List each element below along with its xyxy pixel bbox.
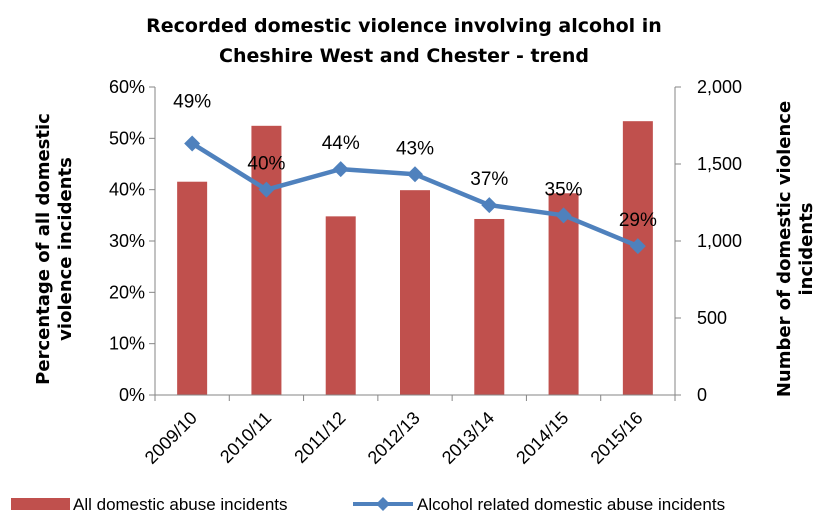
x-tick-label-2013/14: 2013/14 — [438, 408, 498, 468]
alcohol-marker-2013/14 — [481, 197, 498, 214]
alcohol-marker-2011/12 — [332, 161, 349, 178]
plot-area: 0% 10% 20% 30% 40% 50% 60% 0 500 1,000 1,500 2,000 2… — [109, 77, 742, 468]
left-axis-title-line-1: Percentage of all domestic — [33, 113, 54, 385]
right-axis-title-line-2: incidents — [796, 202, 817, 295]
x-tick-label-2015/16: 2015/16 — [587, 408, 647, 468]
alcohol-marker-2014/15 — [555, 207, 572, 224]
left-tick-label: 40% — [109, 180, 145, 200]
legend-swatch-marker — [376, 497, 390, 511]
data-label-2013/14: 37% — [470, 169, 508, 190]
data-label-2011/12: 44% — [322, 133, 360, 154]
alcohol-marker-2009/10 — [184, 135, 201, 152]
chart-title-line-1: Recorded domestic violence involving alc… — [146, 15, 662, 37]
alcohol-marker-2012/13 — [407, 166, 423, 183]
alcohol-marker-2010/11 — [258, 181, 275, 198]
bar-2011/12 — [325, 216, 356, 395]
right-axis-title: Number of domestic violence incidents — [774, 101, 817, 397]
left-tick-label: 30% — [109, 231, 145, 251]
right-tick-label: 1,000 — [697, 231, 742, 251]
data-label-2009/10: 49% — [173, 91, 211, 112]
left-tick-label: 0% — [119, 385, 145, 405]
left-tick-label: 60% — [109, 77, 145, 97]
right-tick-label: 2,000 — [697, 77, 742, 97]
right-axis-title-line-1: Number of domestic violence — [774, 101, 795, 397]
left-tick-label: 50% — [109, 128, 145, 148]
x-tick-label-2009/10: 2009/10 — [141, 408, 201, 468]
chart-title-line-2: Cheshire West and Chester - trend — [219, 45, 589, 67]
data-label-2015/16: 29% — [619, 210, 657, 231]
bar-2014/15 — [548, 193, 579, 395]
right-tick-label: 1,500 — [697, 154, 742, 174]
legend: All domestic abuse incidents Alcohol rel… — [11, 495, 725, 514]
left-tick-label: 10% — [109, 334, 145, 354]
alcohol-marker-2015/16 — [629, 238, 646, 255]
x-tick-label-2014/15: 2014/15 — [512, 408, 572, 468]
bar-2013/14 — [474, 218, 505, 395]
right-tick-label: 0 — [697, 385, 707, 405]
left-tick-label: 20% — [109, 282, 145, 302]
data-label-2014/15: 35% — [545, 179, 583, 200]
legend-label-line: Alcohol related domestic abuse incidents — [417, 495, 725, 514]
data-label-2012/13: 43% — [396, 138, 434, 159]
bar-2010/11 — [251, 125, 282, 396]
bar-2015/16 — [622, 121, 653, 396]
x-tick-label-2010/11: 2010/11 — [216, 408, 275, 467]
left-axis-title: Percentage of all domestic violence inci… — [33, 113, 76, 385]
chart-title: Recorded domestic violence involving alc… — [146, 15, 662, 67]
legend-label-bars: All domestic abuse incidents — [73, 495, 288, 514]
x-tick-label-2012/13: 2012/13 — [364, 408, 424, 468]
bar-2012/13 — [400, 190, 430, 395]
right-tick-label: 500 — [697, 308, 727, 328]
bar-2009/10 — [177, 181, 208, 395]
data-label-2010/11: 40% — [247, 154, 285, 175]
left-axis-title-line-2: violence incidents — [55, 157, 76, 341]
x-tick-label-2011/12: 2011/12 — [290, 408, 349, 467]
legend-swatch-bars — [11, 498, 70, 510]
